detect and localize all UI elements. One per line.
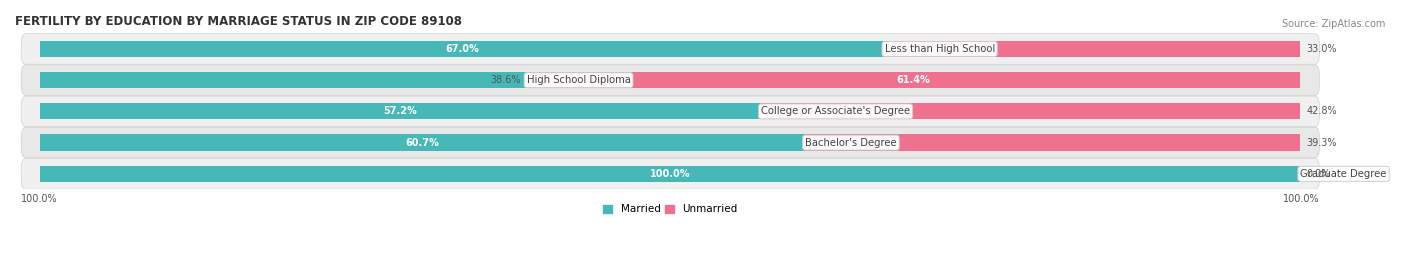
Text: 33.0%: 33.0% [1306, 44, 1337, 54]
FancyBboxPatch shape [21, 127, 1319, 158]
Bar [41, 103, 761, 119]
Bar [884, 41, 1301, 57]
Text: 67.0%: 67.0% [446, 44, 479, 54]
Bar [41, 72, 527, 88]
Text: 100.0%: 100.0% [21, 194, 58, 204]
Text: FERTILITY BY EDUCATION BY MARRIAGE STATUS IN ZIP CODE 89108: FERTILITY BY EDUCATION BY MARRIAGE STATU… [15, 15, 463, 28]
Text: 60.7%: 60.7% [406, 138, 440, 148]
Text: 100.0%: 100.0% [650, 169, 690, 179]
Text: 57.2%: 57.2% [384, 106, 418, 116]
Legend: Married, Unmarried: Married, Unmarried [599, 200, 742, 219]
Text: 0.0%: 0.0% [1306, 169, 1331, 179]
Bar [806, 134, 1301, 151]
Text: Bachelor's Degree: Bachelor's Degree [806, 138, 897, 148]
Text: 61.4%: 61.4% [897, 75, 931, 85]
Text: College or Associate's Degree: College or Associate's Degree [761, 106, 910, 116]
Bar [41, 166, 1301, 182]
Text: 42.8%: 42.8% [1306, 106, 1337, 116]
Bar [41, 134, 806, 151]
FancyBboxPatch shape [21, 65, 1319, 95]
FancyBboxPatch shape [21, 158, 1319, 189]
Bar [761, 103, 1301, 119]
Text: Source: ZipAtlas.com: Source: ZipAtlas.com [1281, 19, 1385, 29]
Bar [41, 41, 884, 57]
Bar [527, 72, 1301, 88]
FancyBboxPatch shape [21, 96, 1319, 127]
Text: 39.3%: 39.3% [1306, 138, 1337, 148]
FancyBboxPatch shape [21, 34, 1319, 64]
Text: 100.0%: 100.0% [1282, 194, 1319, 204]
Text: Less than High School: Less than High School [884, 44, 995, 54]
Text: High School Diploma: High School Diploma [527, 75, 630, 85]
Text: 38.6%: 38.6% [489, 75, 520, 85]
Text: Graduate Degree: Graduate Degree [1301, 169, 1386, 179]
